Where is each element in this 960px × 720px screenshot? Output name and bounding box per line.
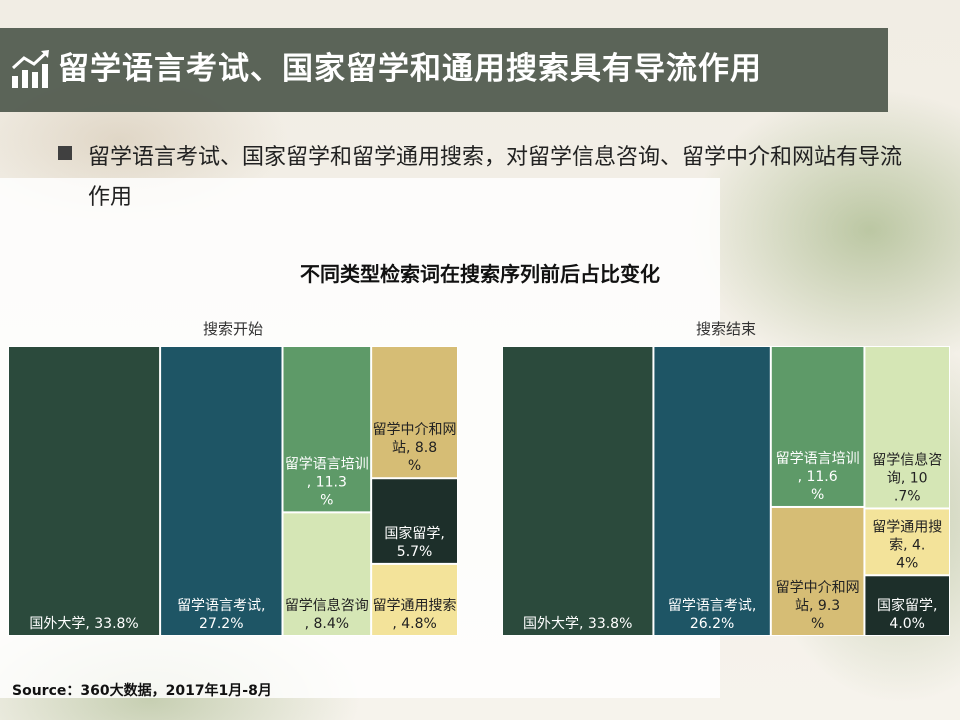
treemap-label-0-4-line2: % xyxy=(408,458,421,474)
treemap-label-0-2-line2: % xyxy=(320,492,333,508)
treemap-label-0-3-line1: , 8.4% xyxy=(305,616,349,632)
treemap-panel-title-1: 搜索结束 xyxy=(696,320,756,338)
treemap-label-0-5-line1: 5.7% xyxy=(397,544,433,560)
treemap-label-1-5-line2: 4% xyxy=(896,555,918,571)
treemap-label-0-0: 国外大学, 33.8% xyxy=(29,616,138,632)
treemap-cell-1-5 xyxy=(865,509,949,575)
treemap-cell-1-1 xyxy=(654,347,770,635)
treemap-label-1-2-line1: , 11.6 xyxy=(798,469,838,485)
source-note: Source：360大数据，2017年1月-8月 xyxy=(12,683,272,699)
treemap-cell-0-5 xyxy=(372,479,457,563)
bullet-square-icon xyxy=(58,146,72,160)
treemap-cell-0-6 xyxy=(372,564,457,635)
treemap-label-1-1-line1: 26.2% xyxy=(690,616,734,632)
treemap-cell-0-2 xyxy=(283,347,371,512)
treemap-cell-0-0 xyxy=(9,347,160,635)
treemap-label-1-3-line2: % xyxy=(811,616,824,632)
treemap-label-0-6-line1: , 4.8% xyxy=(392,616,436,632)
treemap-label-1-5: 留学通用搜 xyxy=(872,519,942,535)
treemap-label-0-5: 国家留学, xyxy=(384,525,444,542)
treemap-label-1-3: 留学中介和网 xyxy=(776,580,860,596)
treemap-panel-title-0: 搜索开始 xyxy=(203,320,263,338)
treemap-cell-1-3 xyxy=(771,507,864,635)
treemap-label-0-2-line1: , 11.3 xyxy=(307,474,347,490)
treemap-label-0-1-line1: 27.2% xyxy=(199,616,243,632)
treemap-label-0-6: 留学通用搜索 xyxy=(373,597,457,614)
treemap-label-1-0: 国外大学, 33.8% xyxy=(523,616,632,632)
bullet-text: 留学语言考试、国家留学和留学通用搜索，对留学信息咨询、留学中介和网站有导流作用 xyxy=(88,145,903,210)
treemap-label-0-3: 留学信息咨询 xyxy=(285,597,369,614)
treemap-label-1-2: 留学语言培训 xyxy=(776,451,860,467)
treemap-cell-0-3 xyxy=(283,513,371,635)
treemap-label-1-1: 留学语言考试, xyxy=(668,598,756,614)
treemap-label-1-4: 留学信息咨 xyxy=(872,451,942,468)
treemap-label-0-1: 留学语言考试, xyxy=(177,598,265,614)
treemap-label-1-3-line1: 站, 9.3 xyxy=(795,598,840,614)
treemap-cell-1-2 xyxy=(771,347,864,506)
chart-title: 不同类型检索词在搜索序列前后占比变化 xyxy=(300,262,660,286)
treemap-label-1-2-line2: % xyxy=(811,487,824,503)
title-banner: 留学语言考试、国家留学和通用搜索具有导流作用 xyxy=(0,28,888,112)
treemap-label-0-4-line1: 站, 8.8 xyxy=(392,440,437,456)
treemap-label-1-6-line1: 4.0% xyxy=(889,616,925,632)
treemap-cell-0-1 xyxy=(161,347,282,635)
chart-growth-icon xyxy=(11,50,49,88)
page-title: 留学语言考试、国家留学和通用搜索具有导流作用 xyxy=(58,51,762,87)
treemap-label-1-5-line1: 索, 4. xyxy=(889,536,925,553)
treemap-label-1-4-line1: 询, 10 xyxy=(887,470,928,486)
treemap-label-1-6: 国家留学, xyxy=(877,597,937,614)
treemap-label-0-2: 留学语言培训 xyxy=(285,456,369,472)
treemap-cell-1-6 xyxy=(865,576,949,635)
treemap-cell-1-0 xyxy=(503,347,653,635)
treemap-cell-1-4 xyxy=(865,347,949,508)
treemap-label-0-4: 留学中介和网 xyxy=(373,422,457,438)
treemap-cell-0-4 xyxy=(372,347,457,478)
treemap-label-1-4-line2: .7% xyxy=(894,488,921,504)
